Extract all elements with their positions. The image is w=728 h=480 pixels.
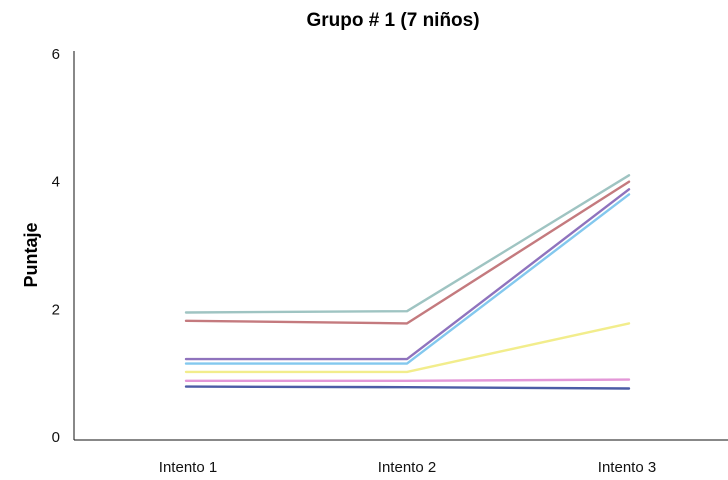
series-layer [184,174,631,390]
series-line-6 [184,378,631,382]
series-line-5 [184,322,631,374]
series-line-4 [184,193,631,365]
x-tick-label: Intento 3 [598,459,656,476]
series-line-3 [184,188,631,361]
series-line-2 [184,180,631,325]
y-axis-ticks: 0 2 4 6 [52,46,60,446]
series-line-1 [184,174,631,314]
series-line-7 [184,385,631,390]
x-tick-label: Intento 1 [159,459,217,476]
y-tick-label: 0 [52,429,60,446]
y-axis-title: Puntaje [21,222,41,287]
x-tick-label: Intento 2 [378,459,436,476]
x-axis-ticks: Intento 1 Intento 2 Intento 3 [159,459,656,476]
y-tick-label: 2 [52,301,60,318]
chart-title: Grupo # 1 (7 niños) [306,10,479,31]
y-tick-label: 6 [52,46,60,63]
y-tick-label: 4 [52,174,60,191]
